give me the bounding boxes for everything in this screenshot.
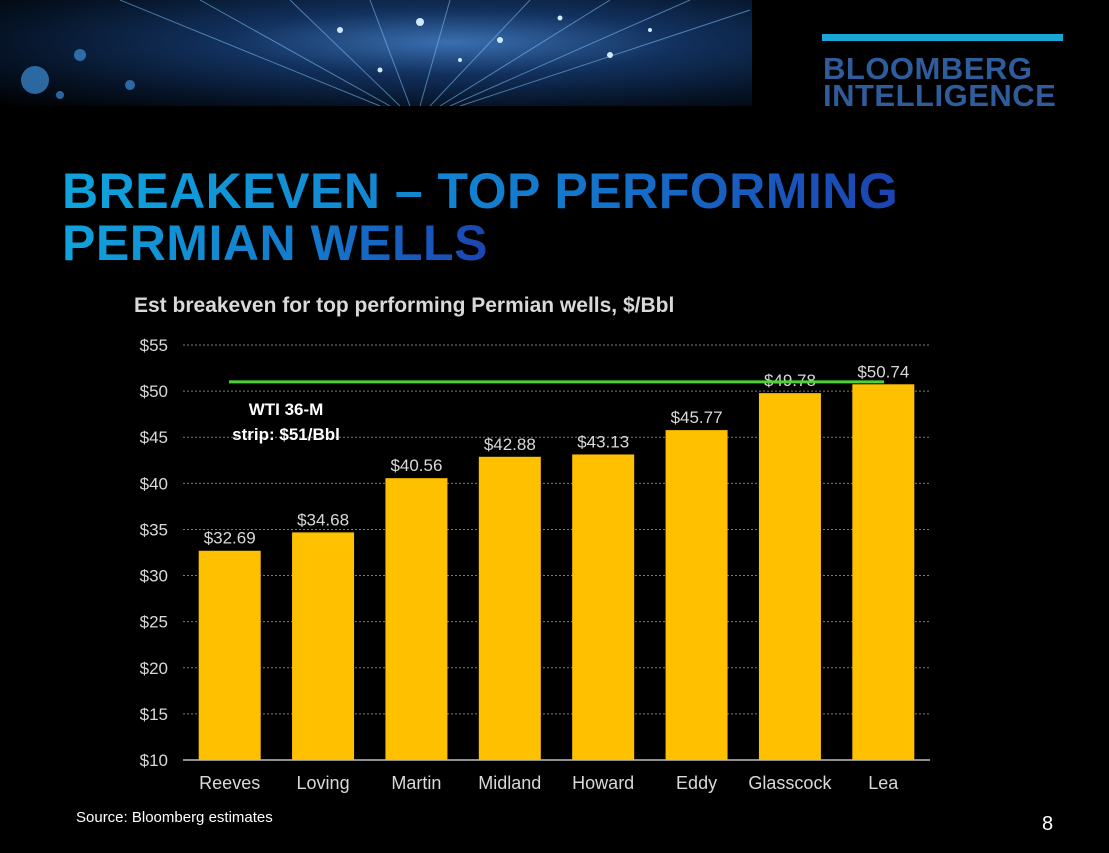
y-tick-label: $20 — [140, 659, 168, 678]
data-label: $32.69 — [204, 529, 256, 548]
x-tick-label: Lea — [868, 773, 899, 793]
reference-line-label: strip: $51/Bbl — [232, 425, 340, 444]
x-tick-label: Howard — [572, 773, 634, 793]
x-tick-label: Glasscock — [748, 773, 832, 793]
y-tick-label: $25 — [140, 613, 168, 632]
bar — [572, 454, 635, 760]
x-tick-label: Reeves — [199, 773, 260, 793]
logo-line-intelligence: INTELLIGENCE — [823, 78, 1057, 113]
bar — [385, 478, 448, 760]
data-label: $43.13 — [577, 432, 629, 451]
y-tick-label: $10 — [140, 751, 168, 770]
x-tick-label: Loving — [297, 773, 350, 793]
bar — [198, 550, 261, 760]
y-tick-label: $50 — [140, 382, 168, 401]
reference-line-label: WTI 36-M — [249, 400, 324, 419]
x-tick-label: Eddy — [676, 773, 717, 793]
chart-title: Est breakeven for top performing Permian… — [134, 294, 675, 317]
y-tick-label: $45 — [140, 428, 168, 447]
fiber-optic-image — [21, 0, 751, 106]
y-tick-label: $40 — [140, 474, 168, 493]
x-tick-label: Martin — [391, 773, 441, 793]
logo-line-bloomberg: BLOOMBERG — [823, 51, 1033, 86]
data-label: $50.74 — [857, 362, 909, 381]
y-tick-label: $35 — [140, 520, 168, 539]
source-note: Source: Bloomberg estimates — [76, 809, 273, 826]
bar — [478, 456, 541, 760]
data-label: $40.56 — [390, 456, 442, 475]
logo-accent-bar — [822, 34, 1063, 41]
slide-title-line-2: PERMIAN WELLS — [62, 215, 488, 271]
bar — [292, 532, 355, 760]
page-number: 8 — [1042, 813, 1054, 835]
slide-title-line-1: BREAKEVEN – TOP PERFORMING — [62, 163, 899, 219]
fiber-optic-banner — [0, 0, 752, 106]
data-label: $34.68 — [297, 510, 349, 529]
bar — [852, 384, 915, 760]
bar — [758, 393, 821, 760]
data-label: $42.88 — [484, 435, 536, 454]
y-tick-label: $55 — [140, 336, 168, 355]
data-label: $45.77 — [671, 408, 723, 427]
y-tick-label: $15 — [140, 705, 168, 724]
y-tick-label: $30 — [140, 567, 168, 586]
bar — [665, 430, 728, 760]
x-tick-label: Midland — [478, 773, 541, 793]
